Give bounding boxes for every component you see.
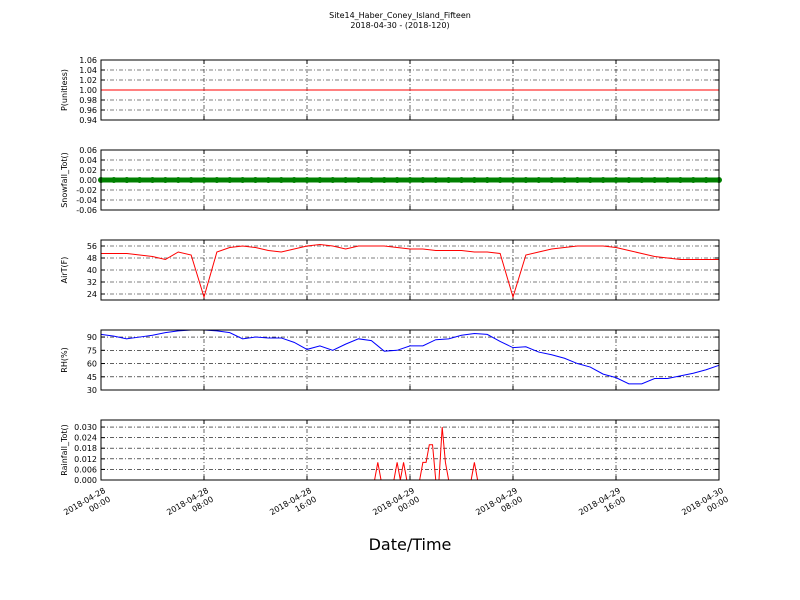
y-tick-label: -0.06 [76,206,97,215]
y-tick-label: 40 [87,266,97,275]
y-tick-label: 32 [87,278,97,287]
y-tick-label: 60 [87,360,97,369]
y-tick-label: 24 [87,290,97,299]
marker-band [101,177,719,183]
y-tick-label: 0.98 [79,96,97,105]
y-tick-label: -0.04 [76,196,97,205]
y-tick-label: 0.00 [79,176,97,185]
x-axis-label: Date/Time [369,535,452,554]
y-tick-label: 56 [87,242,97,251]
y-axis-label: RH(%) [60,347,69,372]
y-tick-label: 75 [87,346,97,355]
y-tick-label: 0.04 [79,156,97,165]
y-axis-label: P(unitless) [60,69,69,111]
y-tick-label: 0.02 [79,166,97,175]
y-tick-label: 0.030 [74,423,97,432]
y-tick-label: 1.04 [79,66,97,75]
chart-title: Site14_Haber_Coney_Island_Fifteen [329,11,471,20]
plot-frame [100,149,720,211]
y-tick-label: 1.06 [79,56,97,65]
data-line [101,243,719,299]
y-tick-label: -0.02 [76,186,97,195]
y-tick-label: 0.018 [74,444,97,453]
plot-frame [100,239,720,301]
y-tick-label: 0.94 [79,116,97,125]
y-tick-label: 1.02 [79,76,97,85]
y-tick-label: 0.024 [74,434,97,443]
y-tick-label: 0.06 [79,146,97,155]
y-tick-label: 0.012 [74,455,97,464]
y-tick-label: 30 [87,386,97,395]
plot-frame [100,59,720,121]
y-tick-label: 90 [87,333,97,342]
plot-frame [100,419,720,481]
y-tick-label: 48 [87,254,97,263]
y-tick-label: 0.96 [79,106,97,115]
y-axis-label: Snowfall_Tot() [60,152,69,208]
y-tick-label: 0.000 [74,476,97,485]
plot-frame [100,329,720,391]
y-axis-label: AirT(F) [60,257,69,284]
y-tick-label: 0.006 [74,465,97,474]
y-tick-label: 45 [87,373,97,382]
y-tick-label: 1.00 [79,86,97,95]
chart-subtitle: 2018-04-30 - (2018-120) [350,21,449,30]
y-axis-label: Rainfall_Tot() [60,424,69,476]
